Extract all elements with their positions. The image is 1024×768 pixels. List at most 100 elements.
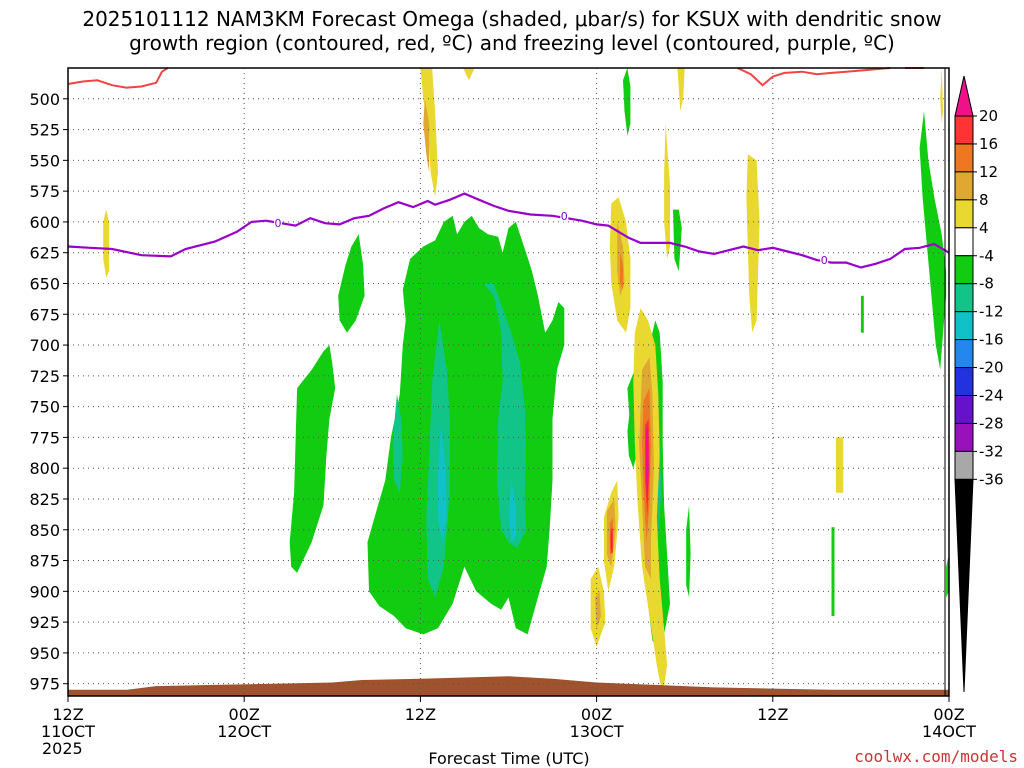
y-tick-label: 825 <box>29 490 60 509</box>
colorbar-segment <box>954 450 974 480</box>
omega-region <box>620 252 623 290</box>
omega-region <box>919 111 947 370</box>
y-tick-label: 850 <box>29 521 60 540</box>
terrain-fill <box>68 676 949 696</box>
omega-region <box>338 234 365 333</box>
y-tick-label: 700 <box>29 336 60 355</box>
omega-region <box>645 425 649 506</box>
colorbar-label: 12 <box>979 163 998 181</box>
colorbar-segment <box>954 311 974 341</box>
credit-text: coolwx.com/models <box>854 747 1018 766</box>
colorbar-label: -28 <box>979 414 1004 432</box>
colorbar-segment <box>954 143 974 173</box>
omega-region <box>835 437 844 493</box>
colorbar-segment <box>954 395 974 424</box>
x-tick-label: 00Z <box>933 705 964 724</box>
omega-region <box>508 480 516 543</box>
colorbar-label: 8 <box>979 191 989 209</box>
y-tick-label: 525 <box>29 121 60 140</box>
chart-title-line2: growth region (contoured, red, ºC) and f… <box>129 31 895 55</box>
colorbar-over-triangle <box>954 75 974 117</box>
freezing-level-label-bg <box>820 254 829 267</box>
colorbar-label: -36 <box>979 470 1004 488</box>
omega-region <box>463 68 475 81</box>
colorbar-segment <box>954 367 974 396</box>
colorbar-label: -20 <box>979 359 1004 377</box>
omega-region <box>423 98 430 173</box>
x-tick-label: 00Z <box>581 705 612 724</box>
y-tick-label: 650 <box>29 274 60 293</box>
omega-region <box>677 68 685 112</box>
colorbar-segment <box>954 339 974 369</box>
freezing-level-label: 0 <box>561 210 568 223</box>
y-tick-label: 500 <box>29 90 60 109</box>
colorbar-label: 4 <box>979 219 989 237</box>
colorbar-segment <box>954 199 974 229</box>
omega-region <box>664 123 670 259</box>
omega-region <box>595 591 601 629</box>
colorbar-label: -24 <box>979 387 1004 405</box>
x-tick-label: 00Z <box>229 705 260 724</box>
dendritic-growth-contour <box>67 67 169 89</box>
terrain-area <box>68 676 949 696</box>
y-tick-label: 625 <box>29 244 60 263</box>
y-tick-label: 950 <box>29 644 60 663</box>
colorbar-segment <box>954 171 974 201</box>
y-tick-label: 975 <box>29 675 60 694</box>
omega-region <box>392 394 403 493</box>
grid-lines <box>68 68 949 696</box>
omega-region <box>940 68 944 124</box>
omega-region <box>623 68 631 136</box>
chart-title-line1: 2025101112 NAM3KM Forecast Omega (shaded… <box>82 7 941 31</box>
freezing-level-label-bg <box>273 217 282 230</box>
colorbar-label: -32 <box>979 442 1004 460</box>
y-tick-label: 550 <box>29 151 60 170</box>
omega-region <box>860 295 864 333</box>
colorbar-label: 16 <box>979 135 998 153</box>
omega-region <box>831 527 835 616</box>
dendritic-growth-contour <box>737 67 891 87</box>
x-tick-label: 12OCT <box>217 722 271 741</box>
omega-region <box>611 532 613 550</box>
colorbar-under-triangle <box>954 478 974 693</box>
colorbar-segment <box>954 255 974 285</box>
y-tick-label: 675 <box>29 305 60 324</box>
freezing-level-label: 0 <box>274 217 281 230</box>
x-tick-label: 12Z <box>757 705 788 724</box>
omega-region <box>673 209 682 272</box>
omega-region <box>746 154 760 333</box>
y-tick-label: 925 <box>29 613 60 632</box>
x-tick-label: 13OCT <box>570 722 624 741</box>
colorbar: 20 16 12 8 4 -4 -8 -12 -16 -20 -24 -28 -32 -36 <box>954 75 1004 693</box>
x-tick-label: 2025 <box>42 739 83 758</box>
omega-region <box>438 425 447 543</box>
x-tick-label: 12Z <box>405 705 436 724</box>
freezing-level-label: 0 <box>821 254 828 267</box>
plot-frame <box>67 67 950 697</box>
omega-shading <box>103 68 949 696</box>
y-tick-label: 750 <box>29 398 60 417</box>
y-tick-label: 800 <box>29 459 60 478</box>
y-tick-label: 775 <box>29 428 60 447</box>
colorbar-segment <box>954 227 974 257</box>
x-tick-label: 14OCT <box>922 722 976 741</box>
freezing-level-label-bg <box>560 209 569 222</box>
y-axis: 500 525 550 575 600 625 650 675 700 725 750 775 800 8… <box>29 90 68 694</box>
y-tick-label: 575 <box>29 182 60 201</box>
omega-region <box>103 209 110 278</box>
colorbar-label: -12 <box>979 303 1004 321</box>
colorbar-label: -8 <box>979 275 994 293</box>
x-tick-label: 12Z <box>52 705 83 724</box>
contours: 0 0 0 <box>67 67 950 269</box>
x-axis-label: Forecast Time (UTC) <box>428 749 589 768</box>
y-tick-label: 725 <box>29 367 60 386</box>
colorbar-segment <box>954 115 974 145</box>
y-tick-label: 600 <box>29 213 60 232</box>
y-tick-label: 875 <box>29 552 60 571</box>
freezing-level-line <box>67 192 950 269</box>
colorbar-label: -16 <box>979 331 1004 349</box>
colorbar-segment <box>954 422 974 452</box>
colorbar-label: -4 <box>979 247 994 265</box>
